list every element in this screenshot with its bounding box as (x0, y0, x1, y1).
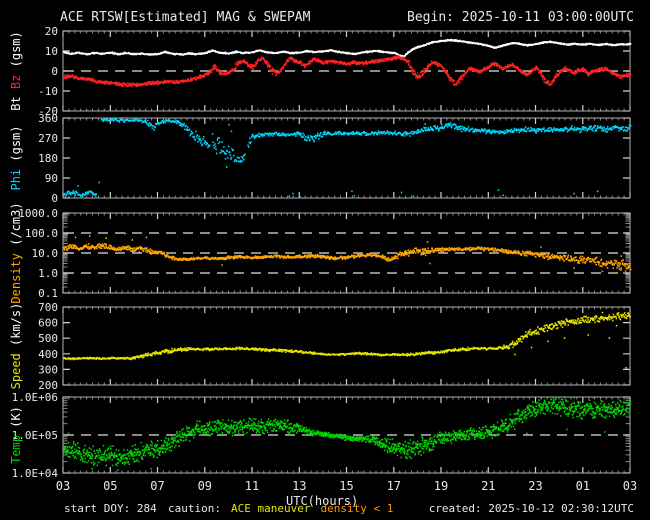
yaxis-label-density: Density (/cm3) (9, 202, 23, 303)
xtick-label: 01 (576, 479, 590, 493)
series-speed (63, 311, 632, 369)
panel-speed: 700 600 500 400 300 200 Speed (km/s) (9, 301, 632, 392)
caution-item-maneuver: ACE maneuver (230, 502, 311, 515)
xtick-label: 15 (339, 479, 353, 493)
ytick-label: 300 (38, 363, 58, 376)
ytick-label: 0.1 (38, 287, 58, 300)
ytick-label: 360 (38, 112, 58, 125)
panel-border (62, 212, 631, 294)
major-ticks (62, 306, 631, 386)
xtick-label: 03 (56, 479, 70, 493)
xtick-label: 13 (292, 479, 306, 493)
created-timestamp: created: 2025-10-12 02:30:12UTC (428, 502, 634, 515)
minor-ticks (68, 307, 625, 385)
panel-border (62, 117, 631, 199)
xtick-label: 23 (528, 479, 542, 493)
panel-phi: 360 270 180 90 0 Phi (gsm) (9, 112, 632, 205)
xtick-label: 05 (103, 479, 117, 493)
xtick-label: 11 (245, 479, 259, 493)
ytick-label: 200 (38, 379, 58, 392)
ytick-label: 10 (45, 45, 58, 58)
ytick-label: 90 (45, 172, 58, 185)
xtick-label: 17 (387, 479, 401, 493)
minor-ticks (63, 213, 630, 293)
panel-border (62, 306, 631, 386)
yaxis-label-temp: Temp (K) (9, 406, 23, 464)
ytick-label: -20 (38, 105, 58, 118)
panel-temp: 1.0E+06 1.0E+05 1.0E+04 Temp (K) 03 05 07 09 11 1… (9, 391, 637, 493)
ytick-label: 1000.0 (18, 207, 58, 220)
xtick-label: 03 (623, 479, 637, 493)
ytick-label: 600 (38, 317, 58, 330)
caution-item-density: density < 1 (320, 502, 394, 515)
ytick-label: 180 (38, 152, 58, 165)
yaxis-label-bt-bz: Bt Bz (gsm) (9, 31, 23, 111)
minor-ticks (68, 31, 625, 111)
page-title: ACE RTSW[Estimated] MAG & SWEPAM (60, 10, 311, 25)
start-doy-label: start DOY: 284 (64, 502, 157, 515)
series-phi (63, 117, 632, 198)
ytick-label: 500 (38, 332, 58, 345)
xtick-label: 09 (198, 479, 212, 493)
caution-label: caution: (168, 502, 221, 515)
ytick-label: 0 (51, 65, 58, 78)
ytick-label: 1.0E+04 (12, 467, 59, 480)
panel-bt-bz: 20 10 0 -10 -20 Bt Bz (gsm) (9, 25, 632, 118)
begin-timestamp: Begin: 2025-10-11 03:00:00UTC (407, 10, 634, 25)
ytick-label: 20 (45, 25, 58, 38)
panel-border (62, 30, 631, 112)
ytick-label: 1.0E+05 (12, 429, 58, 442)
xtick-label: 19 (434, 479, 448, 493)
xtick-label: 07 (150, 479, 164, 493)
series-temp (63, 396, 632, 473)
ytick-label: 270 (38, 132, 58, 145)
ytick-label: 10.0 (32, 247, 59, 260)
ytick-label: -10 (38, 85, 58, 98)
xtick-label: 21 (481, 479, 495, 493)
series-bt (63, 38, 632, 58)
xaxis-label: UTC(hours) (286, 494, 359, 508)
yaxis-label-phi: Phi (gsm) (9, 125, 23, 190)
series-density (63, 232, 632, 275)
ytick-label: 1.0 (38, 267, 58, 280)
ytick-label: 400 (38, 348, 58, 361)
yaxis-label-speed: Speed (km/s) (9, 303, 23, 390)
ytick-label: 0 (51, 192, 58, 205)
ytick-label: 1.0E+06 (12, 391, 58, 404)
caution-note: caution: ACE maneuver density < 1 (168, 502, 403, 515)
panel-density: 1000.0 100.0 10.0 1.0 0.1 Density (/cm3) (9, 202, 632, 304)
ytick-label: 700 (38, 301, 58, 314)
ytick-label: 100.0 (25, 227, 58, 240)
series-bz (63, 55, 632, 88)
panel-border (62, 396, 631, 474)
minor-ticks (63, 397, 630, 473)
